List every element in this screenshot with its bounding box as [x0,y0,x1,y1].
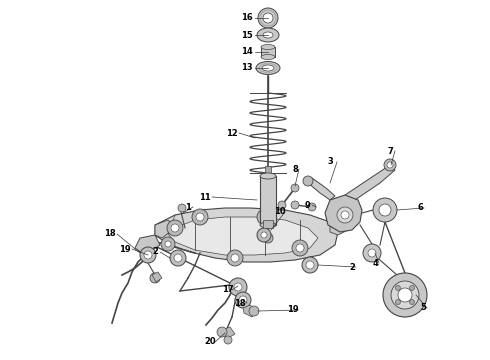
Text: 11: 11 [199,193,211,202]
Circle shape [171,224,179,232]
Text: 9: 9 [304,201,310,210]
Text: 8: 8 [292,165,298,174]
Text: 14: 14 [241,48,253,57]
Text: 19: 19 [119,244,131,253]
Circle shape [263,233,273,243]
Circle shape [379,204,391,216]
Circle shape [278,201,286,209]
Circle shape [363,244,381,262]
Circle shape [196,213,204,221]
Circle shape [373,198,397,222]
Circle shape [178,204,186,212]
Text: 2: 2 [152,248,158,256]
Text: 4: 4 [372,258,378,267]
Text: 12: 12 [226,129,238,138]
Circle shape [234,283,242,291]
Circle shape [291,184,299,192]
Text: 7: 7 [387,147,393,156]
Circle shape [261,213,269,221]
Circle shape [395,300,400,305]
Circle shape [261,232,267,238]
Polygon shape [243,305,258,317]
Circle shape [165,241,171,247]
Bar [263,220,273,228]
Text: 19: 19 [287,306,299,315]
Text: 18: 18 [234,298,246,307]
Polygon shape [152,272,162,282]
Circle shape [341,211,349,219]
Circle shape [258,8,278,28]
Text: 10: 10 [274,207,286,216]
Circle shape [398,288,412,302]
Circle shape [150,273,160,283]
Circle shape [192,209,208,225]
Circle shape [263,13,273,23]
Circle shape [239,296,247,304]
Circle shape [224,336,232,344]
Text: 13: 13 [241,63,253,72]
Circle shape [257,228,271,242]
Text: 2: 2 [349,262,355,271]
Ellipse shape [261,45,275,49]
Polygon shape [220,327,235,338]
Circle shape [368,249,376,257]
Circle shape [383,273,427,317]
Circle shape [308,203,316,211]
Polygon shape [325,195,362,232]
Text: 15: 15 [241,31,253,40]
Circle shape [292,240,308,256]
Circle shape [170,250,186,266]
Circle shape [174,254,182,262]
Circle shape [410,300,415,305]
Circle shape [410,285,415,291]
Circle shape [227,250,243,266]
Circle shape [257,209,273,225]
Circle shape [384,159,396,171]
Circle shape [144,251,152,259]
Polygon shape [345,165,395,202]
Text: 6: 6 [417,203,423,212]
Circle shape [249,306,259,316]
Bar [265,166,271,178]
Circle shape [395,285,400,291]
Circle shape [302,257,318,273]
Text: 20: 20 [204,338,216,346]
Circle shape [306,261,314,269]
Circle shape [391,281,419,309]
Ellipse shape [256,62,280,75]
Text: 18: 18 [104,230,116,238]
Circle shape [387,162,393,168]
Ellipse shape [262,65,274,71]
Circle shape [161,237,175,251]
Circle shape [217,327,227,337]
Circle shape [303,176,313,186]
Text: 5: 5 [420,303,426,312]
Circle shape [140,247,156,263]
Circle shape [167,220,183,236]
Polygon shape [135,235,160,255]
Ellipse shape [263,32,273,38]
Circle shape [235,292,251,308]
Circle shape [231,254,239,262]
FancyBboxPatch shape [260,176,276,225]
Ellipse shape [257,28,279,42]
Polygon shape [155,220,175,238]
Text: 1: 1 [185,202,191,211]
Circle shape [337,207,353,223]
Ellipse shape [261,54,275,59]
Polygon shape [330,218,352,235]
Ellipse shape [260,173,276,179]
Polygon shape [155,208,338,262]
Text: 16: 16 [241,13,253,22]
Polygon shape [168,217,318,255]
Text: 3: 3 [327,158,333,166]
Circle shape [296,244,304,252]
Text: 17: 17 [222,285,234,294]
Bar [261,47,275,57]
Circle shape [291,201,299,209]
Polygon shape [308,178,335,200]
Ellipse shape [260,222,276,228]
Circle shape [229,278,247,296]
